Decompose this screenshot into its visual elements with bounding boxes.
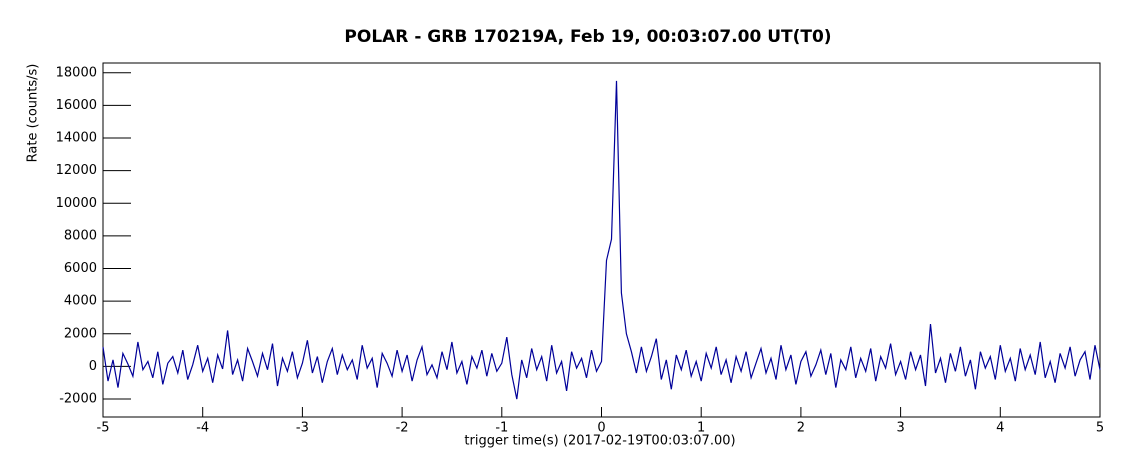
x-tick-label: -3	[296, 421, 309, 436]
x-tick-label: 2	[797, 421, 805, 436]
data-line	[102, 80, 1101, 400]
x-tick-label: -4	[196, 421, 209, 436]
y-tick-label: 14000	[56, 131, 97, 146]
y-tick-label: 0	[89, 359, 97, 374]
y-tick-label: 18000	[56, 65, 97, 80]
y-tick-label: -2000	[59, 392, 97, 407]
y-tick-label: 16000	[56, 98, 97, 113]
x-tick-label: 5	[1096, 421, 1104, 436]
y-tick-label: 12000	[56, 163, 97, 178]
chart-title: POLAR - GRB 170219A, Feb 19, 00:03:07.00…	[344, 27, 831, 47]
x-tick-label: 1	[697, 421, 705, 436]
x-tick-label: -1	[495, 421, 508, 436]
x-axis-label: trigger time(s) (2017-02-19T00:03:07.00)	[464, 434, 735, 449]
y-tick-label: 2000	[64, 326, 97, 341]
y-tick-label: 4000	[64, 294, 97, 309]
x-tick-label: 0	[597, 421, 605, 436]
x-tick-label: 3	[896, 421, 904, 436]
y-axis-label: Rate (counts/s)	[26, 64, 41, 163]
y-tick-label: 8000	[64, 228, 97, 243]
plot-frame	[102, 62, 1101, 418]
x-tick-label: -2	[396, 421, 409, 436]
y-tick-label: 10000	[56, 196, 97, 211]
x-tick-label: 4	[996, 421, 1004, 436]
x-tick-label: -5	[97, 421, 110, 436]
y-tick-label: 6000	[64, 261, 97, 276]
